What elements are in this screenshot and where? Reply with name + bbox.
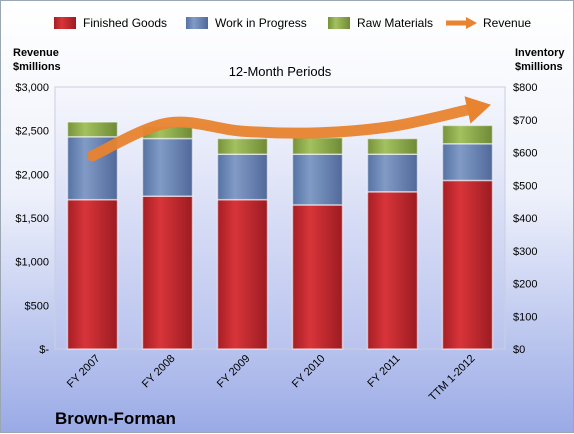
bar-finished-goods-fy-2010 [291, 204, 344, 350]
y-right-tick-label: $400 [513, 213, 537, 225]
legend-swatch-work-in-progress [186, 17, 208, 29]
legend-item-raw-materials[interactable]: Raw Materials [328, 16, 433, 30]
bars-layer [66, 121, 494, 350]
y-right-tick-label: $600 [513, 148, 537, 160]
y-left-tick-label: $2,500 [15, 126, 49, 138]
bar-raw-materials-fy-2011 [366, 137, 419, 155]
y-left-tick-label: $3,000 [15, 82, 49, 94]
revenue-point-fy-2008 [167, 122, 168, 124]
legend-swatch-finished-goods [54, 17, 76, 29]
bar-work-in-progress-fy-2009 [216, 153, 269, 201]
x-tick-label-fy-2010: FY 2010 [290, 353, 328, 391]
x-tick-label-fy-2009: FY 2009 [215, 353, 253, 391]
legend-label-finished-goods: Finished Goods [83, 16, 167, 30]
y-right-tick-label: $100 [513, 311, 537, 323]
company-name: Brown-Forman [55, 409, 176, 428]
y-right-tick-label: $0 [513, 344, 525, 356]
revenue-point-fy-2009 [242, 130, 243, 132]
x-tick-label-fy-2011: FY 2011 [365, 353, 402, 390]
y-left-tick-label: $1,000 [15, 257, 49, 269]
revenue-point-ttm-1-2012 [467, 109, 468, 111]
bar-raw-materials-ttm-1-2012 [441, 124, 494, 145]
x-tick-labels: FY 2007 FY 2008 FY 2009 FY 2010 FY 2011 TTM 1… [65, 353, 478, 404]
bar-finished-goods-fy-2007 [66, 198, 119, 350]
y-right-title-line1: Inventory [515, 47, 565, 59]
y-right-tick-labels: $0 $100 $200 $300 $400 $500 $600 $700 $800 [513, 82, 537, 356]
bar-raw-materials-fy-2007 [66, 121, 119, 138]
legend-item-finished-goods[interactable]: Finished Goods [54, 16, 167, 30]
legend-label-revenue: Revenue [483, 16, 531, 30]
legend-item-work-in-progress[interactable]: Work in Progress [186, 16, 307, 30]
bar-work-in-progress-ttm-1-2012 [441, 143, 494, 182]
bar-finished-goods-fy-2008 [141, 195, 194, 350]
plot-area [54, 86, 506, 350]
y-left-tick-labels: $- $500 $1,000 $1,500 $2,000 $2,500 $3,000 [15, 82, 49, 356]
revenue-point-fy-2011 [392, 125, 393, 127]
legend-label-work-in-progress: Work in Progress [215, 16, 307, 30]
y-right-tick-label: $700 [513, 115, 537, 127]
legend: Finished Goods Work in Progress Raw Mate… [54, 16, 531, 30]
y-right-tick-label: $800 [513, 82, 537, 94]
bar-work-in-progress-fy-2010 [291, 153, 344, 206]
bar-work-in-progress-fy-2011 [366, 153, 419, 193]
bar-work-in-progress-fy-2008 [141, 137, 194, 197]
y-right-tick-label: $200 [513, 279, 537, 291]
legend-swatch-raw-materials [328, 17, 350, 29]
legend-swatch-revenue-arrow [466, 17, 477, 29]
y-left-tick-label: $1,500 [15, 213, 49, 225]
legend-item-revenue[interactable]: Revenue [446, 16, 531, 30]
bar-finished-goods-fy-2009 [216, 198, 269, 350]
y-right-tick-label: $300 [513, 246, 537, 258]
y-left-tick-label: $2,000 [15, 169, 49, 181]
x-tick-label-ttm-1-2012: TTM 1-2012 [427, 353, 478, 404]
y-left-title-line1: Revenue [13, 47, 59, 59]
revenue-point-fy-2010 [317, 132, 318, 134]
revenue-point-fy-2007 [92, 155, 93, 157]
y-left-tick-label: $- [39, 344, 49, 356]
y-left-tick-label: $500 [25, 300, 49, 312]
bar-raw-materials-fy-2010 [291, 136, 344, 155]
x-tick-label-fy-2008: FY 2008 [140, 353, 178, 391]
y-left-title-line2: $millions [13, 61, 61, 73]
bar-finished-goods-ttm-1-2012 [441, 179, 494, 350]
bar-finished-goods-fy-2011 [366, 191, 419, 350]
y-right-tick-label: $500 [513, 180, 537, 192]
chart-title: 12-Month Periods [229, 64, 332, 79]
revenue-arrowhead [464, 96, 491, 124]
revenue-line [87, 104, 473, 162]
y-right-title-line2: $millions [515, 61, 563, 73]
bar-raw-materials-fy-2009 [216, 137, 269, 155]
revenue-layer [87, 96, 491, 162]
x-tick-label-fy-2007: FY 2007 [65, 353, 103, 391]
legend-label-raw-materials: Raw Materials [357, 16, 433, 30]
